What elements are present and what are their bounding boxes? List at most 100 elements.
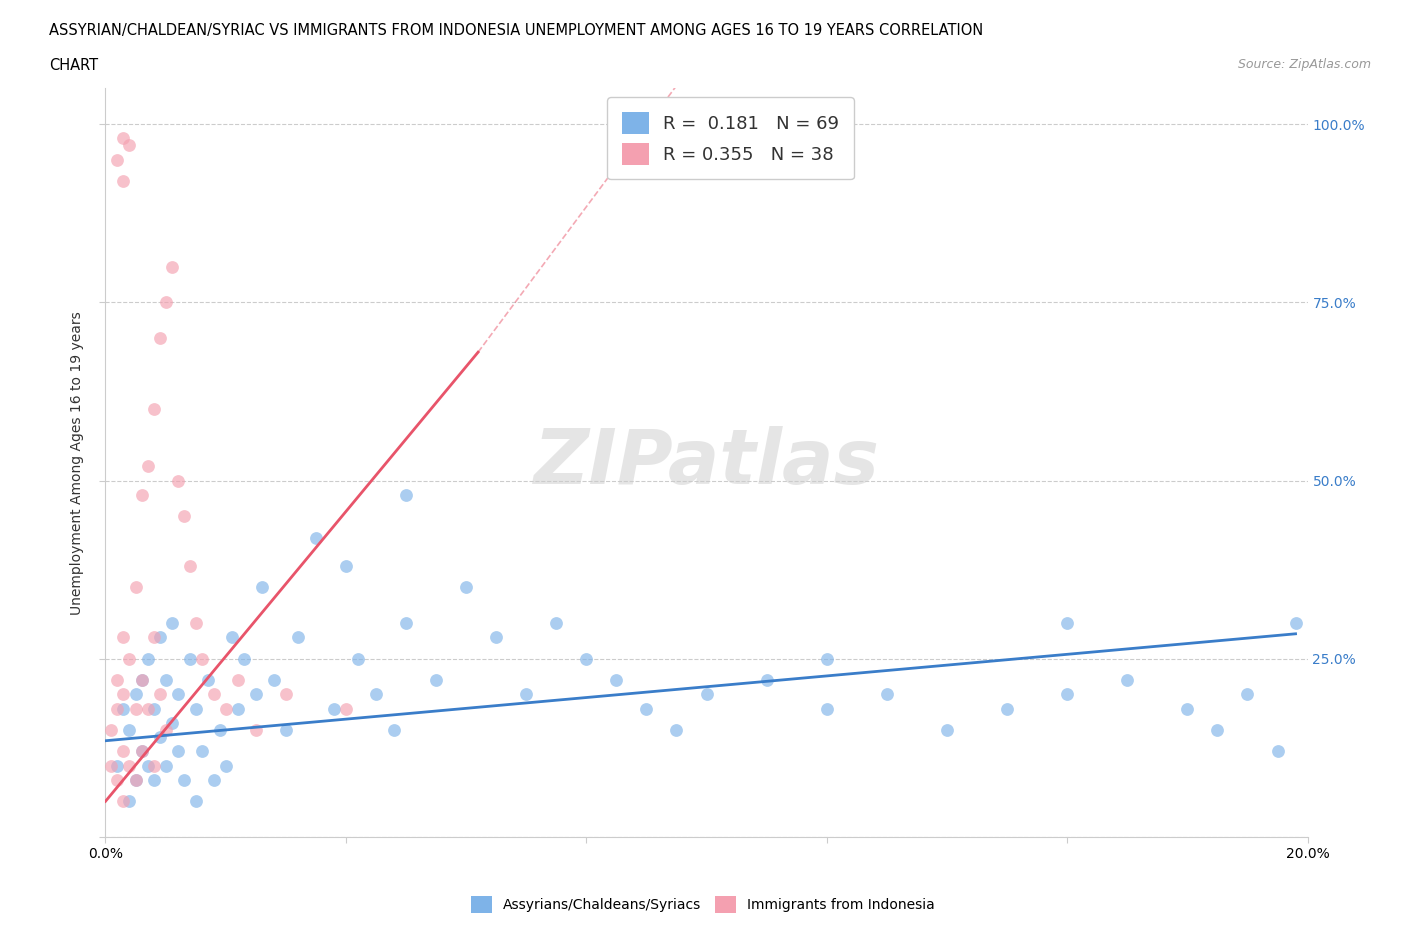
Point [155,295,177,310]
Point [226,672,249,687]
Point [995,701,1018,716]
Point [382,723,405,737]
Point [160,616,183,631]
Point [202,687,225,702]
Point [131,744,153,759]
Point [190,744,212,759]
Point [395,487,418,502]
Point [148,687,170,702]
Point [208,723,231,737]
Point [166,744,188,759]
Point [136,458,159,473]
Point [335,701,357,716]
Point [136,701,159,716]
Point [190,651,212,666]
Point [485,630,508,644]
Text: CHART: CHART [49,58,98,73]
Point [245,723,267,737]
Point [347,651,370,666]
Point [245,687,267,702]
Point [107,672,129,687]
Point [395,616,418,631]
Point [173,773,195,788]
Point [250,580,273,595]
Point [179,651,201,666]
Point [454,580,477,595]
Point [1284,616,1306,631]
Text: ZIPatlas: ZIPatlas [533,426,880,499]
Point [118,758,141,773]
Point [287,630,309,644]
Point [131,744,153,759]
Point [136,651,159,666]
Legend: R =  0.181   N = 69, R = 0.355   N = 38: R = 0.181 N = 69, R = 0.355 N = 38 [607,98,853,179]
Point [1116,672,1139,687]
Point [696,687,718,702]
Point [118,138,141,153]
Point [425,672,447,687]
Point [155,723,177,737]
Point [876,687,898,702]
Point [131,672,153,687]
Point [100,758,122,773]
Point [546,616,568,631]
Point [197,672,219,687]
Point [665,723,688,737]
Point [1056,687,1078,702]
Point [575,651,598,666]
Point [118,794,141,809]
Point [142,758,165,773]
Point [263,672,285,687]
Point [131,487,153,502]
Point [107,773,129,788]
Point [107,701,129,716]
Point [112,701,135,716]
Point [815,651,838,666]
Point [1267,744,1289,759]
Point [184,616,207,631]
Point [214,701,236,716]
Point [112,744,135,759]
Point [1206,723,1229,737]
Point [166,687,188,702]
Point [160,259,183,274]
Point [142,630,165,644]
Point [124,687,146,702]
Point [155,672,177,687]
Point [118,723,141,737]
Point [226,701,249,716]
Point [148,630,170,644]
Point [160,715,183,730]
Point [142,701,165,716]
Point [112,174,135,189]
Y-axis label: Unemployment Among Ages 16 to 19 years: Unemployment Among Ages 16 to 19 years [70,311,84,615]
Point [1236,687,1258,702]
Point [184,701,207,716]
Point [221,630,243,644]
Point [605,672,627,687]
Point [100,723,122,737]
Point [112,630,135,644]
Point [515,687,537,702]
Point [179,559,201,574]
Point [936,723,959,737]
Point [166,473,188,488]
Legend: Assyrians/Chaldeans/Syriacs, Immigrants from Indonesia: Assyrians/Chaldeans/Syriacs, Immigrants … [465,890,941,919]
Point [155,758,177,773]
Point [274,687,297,702]
Point [112,131,135,146]
Point [184,794,207,809]
Point [136,758,159,773]
Point [214,758,236,773]
Point [112,687,135,702]
Point [124,580,146,595]
Text: ASSYRIAN/CHALDEAN/SYRIAC VS IMMIGRANTS FROM INDONESIA UNEMPLOYMENT AMONG AGES 16: ASSYRIAN/CHALDEAN/SYRIAC VS IMMIGRANTS F… [49,23,983,38]
Point [364,687,387,702]
Point [124,773,146,788]
Point [124,773,146,788]
Point [148,730,170,745]
Point [118,651,141,666]
Point [107,758,129,773]
Point [636,701,658,716]
Point [274,723,297,737]
